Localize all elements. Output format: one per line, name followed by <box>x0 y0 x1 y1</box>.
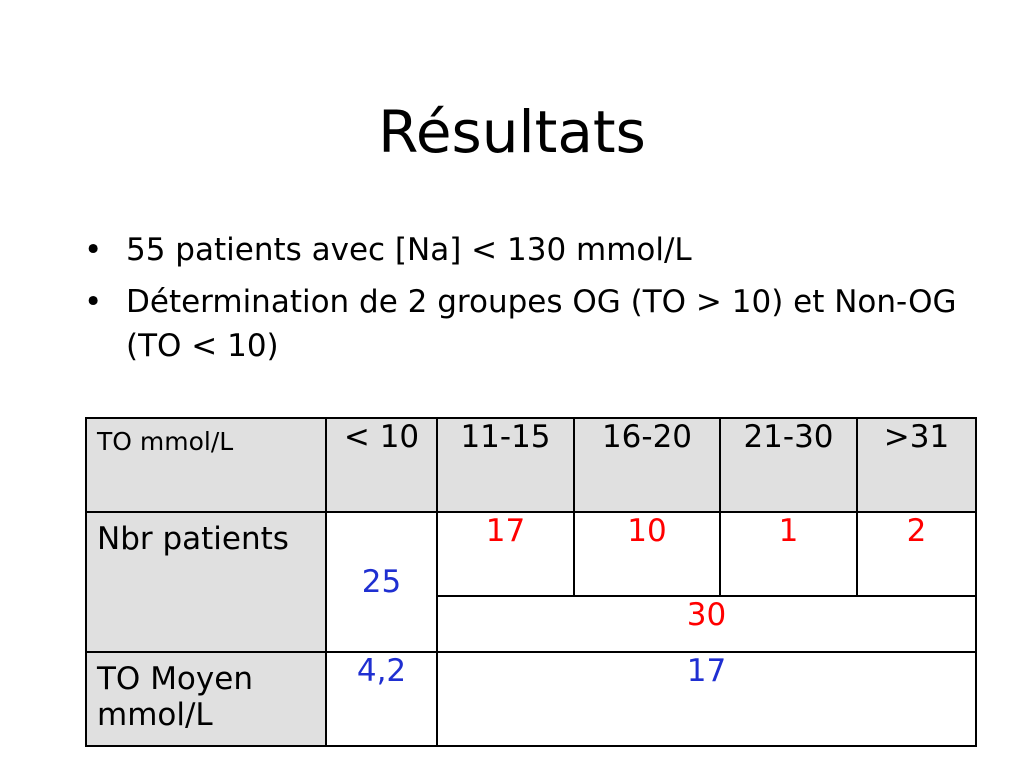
table-row-nbr-patients: Nbr patients 25 17 10 1 2 <box>85 511 977 653</box>
header-col-cell: 21-30 <box>719 417 858 513</box>
header-col-cell: 11-15 <box>436 417 575 513</box>
bullet-text: Détermination de 2 groupes OG (TO > 10) … <box>126 284 957 364</box>
table-header-row: TO mmol/L < 10 11-15 16-20 21-30 >31 <box>85 417 977 513</box>
bullet-marker: • <box>84 232 103 268</box>
og-value-cell: 2 <box>856 511 977 597</box>
og-total-cell: 30 <box>436 595 977 653</box>
bullet-item: • Détermination de 2 groupes OG (TO > 10… <box>84 280 964 368</box>
slide-title: Résultats <box>378 98 646 166</box>
table-row-og-total: 30 <box>86 595 977 653</box>
og-value-cell: 17 <box>436 511 575 597</box>
row-label-cell: Nbr patients <box>85 511 327 653</box>
header-col-cell: 16-20 <box>573 417 721 513</box>
row-label-cell: TO Moyen mmol/L <box>85 651 327 747</box>
results-table: TO mmol/L < 10 11-15 16-20 21-30 >31 Nbr… <box>85 417 977 747</box>
table-row-to-moyen: TO Moyen mmol/L 4,2 17 <box>85 651 977 747</box>
bullet-item: • 55 patients avec [Na] < 130 mmol/L <box>84 228 964 272</box>
og-moyen-cell: 17 <box>436 651 977 747</box>
header-label-cell: TO mmol/L <box>85 417 327 513</box>
header-col-cell: >31 <box>856 417 977 513</box>
bullet-text: 55 patients avec [Na] < 130 mmol/L <box>126 232 692 268</box>
non-og-total-cell: 25 <box>325 511 438 653</box>
bullet-marker: • <box>84 284 103 320</box>
og-value-cell: 10 <box>573 511 721 597</box>
bullet-list: • 55 patients avec [Na] < 130 mmol/L • D… <box>84 228 964 376</box>
header-col-cell: < 10 <box>325 417 438 513</box>
non-og-moyen-cell: 4,2 <box>325 651 438 747</box>
og-value-cell: 1 <box>719 511 858 597</box>
